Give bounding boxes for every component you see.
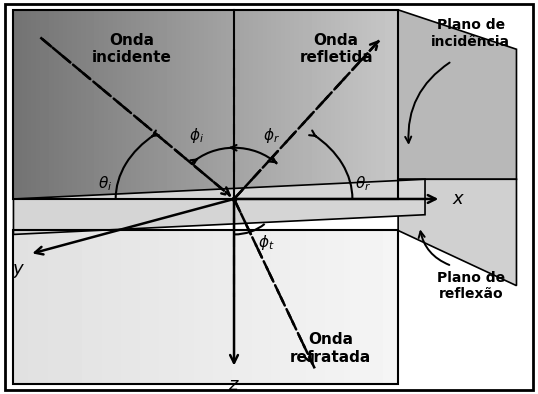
- Text: $\phi_t$: $\phi_t$: [258, 233, 274, 252]
- Text: $y$: $y$: [12, 262, 25, 280]
- Text: Onda
refletida: Onda refletida: [300, 33, 373, 65]
- Polygon shape: [13, 179, 425, 234]
- Text: Plano de
reflexão: Plano de reflexão: [437, 271, 505, 301]
- Polygon shape: [398, 10, 516, 179]
- Text: $\theta_i$: $\theta_i$: [98, 174, 112, 193]
- Text: $\theta_r$: $\theta_r$: [355, 174, 371, 193]
- Text: Plano de
incidência: Plano de incidência: [431, 19, 510, 48]
- Bar: [13, 10, 398, 199]
- Text: $x$: $x$: [452, 190, 465, 208]
- Polygon shape: [398, 179, 516, 286]
- Bar: [13, 230, 398, 384]
- Text: $\phi_i$: $\phi_i$: [189, 126, 204, 145]
- Text: Onda
incidente: Onda incidente: [92, 33, 172, 65]
- Text: $\phi_r$: $\phi_r$: [263, 126, 280, 145]
- Text: $z$: $z$: [228, 376, 240, 394]
- Text: Onda
refratada: Onda refratada: [290, 333, 372, 365]
